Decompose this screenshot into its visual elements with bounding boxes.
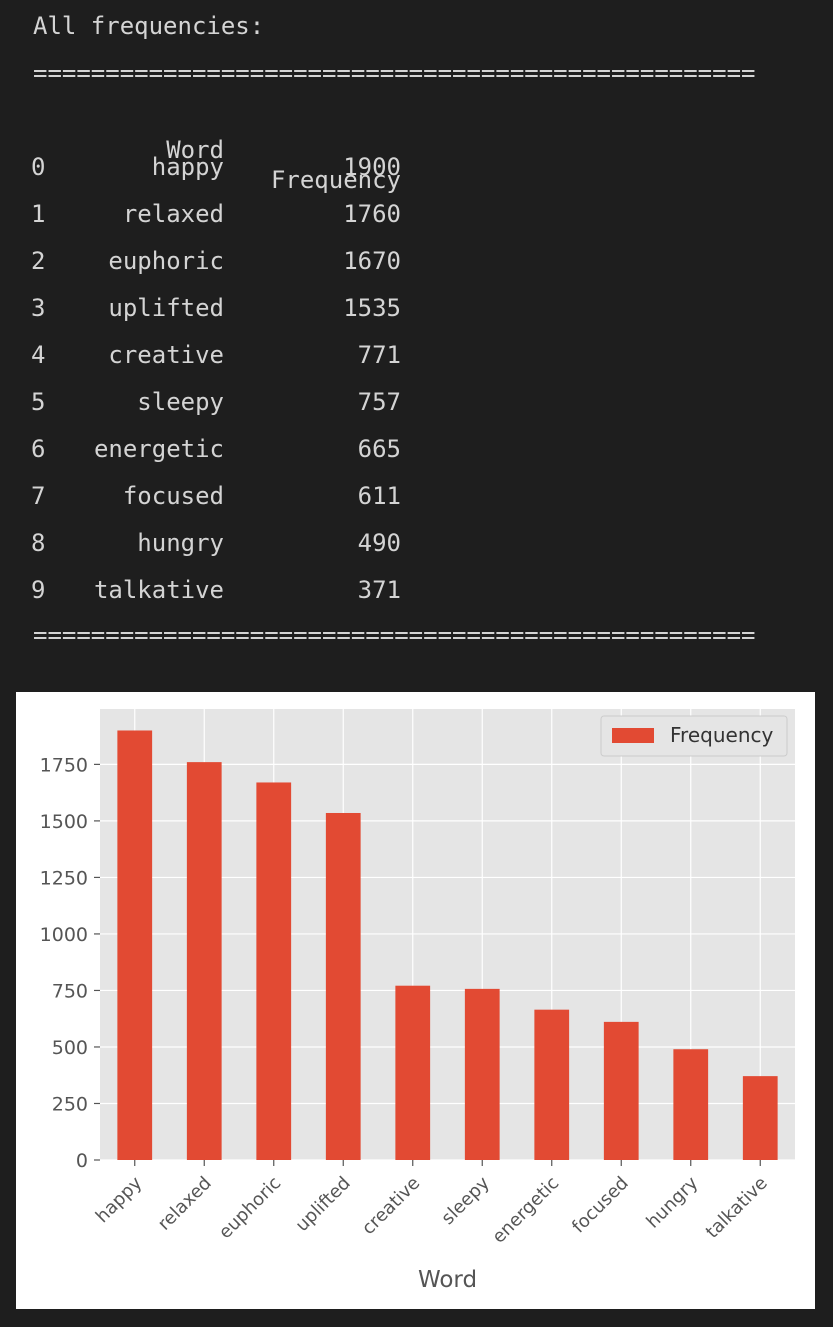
row-word: happy bbox=[151, 153, 224, 181]
y-tick-label: 500 bbox=[52, 1037, 88, 1059]
y-tick-label: 750 bbox=[52, 980, 88, 1002]
row-frequency: 1760 bbox=[343, 200, 401, 228]
row-frequency: 490 bbox=[357, 529, 401, 557]
table-row: 9 talkative 371 bbox=[0, 575, 833, 605]
bar-talkative bbox=[742, 1076, 778, 1160]
y-tick-label: 1500 bbox=[40, 811, 88, 833]
row-word: uplifted bbox=[108, 294, 224, 322]
chart-svg: 0 250 500 750 1000 1250 1500 1750 happy relaxed eu… bbox=[40, 709, 795, 1293]
row-index: 3 bbox=[31, 294, 46, 322]
row-index: 5 bbox=[31, 388, 46, 416]
table-row: 8 hungry 490 bbox=[0, 528, 833, 558]
row-word: sleepy bbox=[137, 388, 224, 416]
table-row: 7 focused 611 bbox=[0, 481, 833, 511]
row-frequency: 771 bbox=[357, 341, 401, 369]
x-tick-label: hungry bbox=[642, 1172, 702, 1232]
row-word: creative bbox=[108, 341, 224, 369]
x-tick-label: happy bbox=[92, 1172, 147, 1227]
table-header: Word Frequency bbox=[0, 105, 833, 194]
table-row: 5 sleepy 757 bbox=[0, 387, 833, 417]
row-word: energetic bbox=[93, 435, 224, 463]
x-tick-label: sleepy bbox=[437, 1172, 494, 1229]
x-tick-label: focused bbox=[568, 1173, 633, 1238]
row-word: focused bbox=[122, 482, 224, 510]
bar-focused bbox=[603, 1021, 639, 1160]
table-row: 6 energetic 665 bbox=[0, 434, 833, 464]
table-row: 2 euphoric 1670 bbox=[0, 246, 833, 276]
row-word: relaxed bbox=[122, 200, 224, 228]
column-header-frequency: Frequency bbox=[270, 166, 401, 194]
x-tick-label: uplifted bbox=[292, 1173, 355, 1236]
row-index: 4 bbox=[31, 341, 46, 369]
column-header-word: Word bbox=[166, 136, 224, 164]
row-index: 0 bbox=[31, 153, 46, 181]
row-frequency: 665 bbox=[357, 435, 401, 463]
row-word: hungry bbox=[137, 529, 224, 557]
table-row: 0 happy 1900 bbox=[0, 152, 833, 182]
table-row: 3 uplifted 1535 bbox=[0, 293, 833, 323]
y-tick-label: 1000 bbox=[40, 924, 88, 946]
row-word: euphoric bbox=[108, 247, 224, 275]
row-frequency: 1670 bbox=[343, 247, 401, 275]
x-axis-label: Word bbox=[418, 1267, 477, 1293]
x-tick-label: creative bbox=[358, 1173, 424, 1239]
row-frequency: 1900 bbox=[343, 153, 401, 181]
x-tick-label: relaxed bbox=[154, 1173, 216, 1235]
y-tick-label: 1250 bbox=[40, 867, 88, 889]
row-index: 9 bbox=[31, 576, 46, 604]
console-heading: All frequencies: bbox=[33, 12, 265, 40]
bar-euphoric bbox=[256, 782, 292, 1160]
row-index: 8 bbox=[31, 529, 46, 557]
row-index: 1 bbox=[31, 200, 46, 228]
bar-chart: 0 250 500 750 1000 1250 1500 1750 happy relaxed eu… bbox=[16, 692, 815, 1309]
row-index: 7 bbox=[31, 482, 46, 510]
row-frequency: 611 bbox=[357, 482, 401, 510]
bar-sleepy bbox=[464, 988, 500, 1160]
y-tick-label: 250 bbox=[52, 1093, 88, 1115]
y-tick-label: 0 bbox=[76, 1150, 88, 1172]
bar-relaxed bbox=[186, 762, 222, 1160]
row-index: 2 bbox=[31, 247, 46, 275]
y-tick-label: 1750 bbox=[40, 754, 88, 776]
x-tick-label: talkative bbox=[702, 1173, 772, 1243]
row-frequency: 757 bbox=[357, 388, 401, 416]
bar-hungry bbox=[673, 1049, 709, 1160]
legend-box bbox=[600, 715, 788, 757]
legend-label: Frequency bbox=[670, 723, 773, 747]
separator-top: ========================================… bbox=[33, 59, 756, 87]
console-output: All frequencies: =======================… bbox=[0, 12, 833, 649]
x-tick-label: energetic bbox=[488, 1173, 563, 1248]
table-row: 4 creative 771 bbox=[0, 340, 833, 370]
bar-energetic bbox=[534, 1009, 570, 1160]
row-frequency: 371 bbox=[357, 576, 401, 604]
separator-bottom: ========================================… bbox=[33, 621, 756, 649]
table-row: 1 relaxed 1760 bbox=[0, 199, 833, 229]
row-index: 6 bbox=[31, 435, 46, 463]
bar-uplifted bbox=[325, 812, 361, 1160]
x-tick-label: euphoric bbox=[215, 1173, 285, 1243]
row-word: talkative bbox=[93, 576, 224, 604]
legend-swatch bbox=[612, 728, 654, 743]
bar-happy bbox=[117, 730, 153, 1160]
row-frequency: 1535 bbox=[343, 294, 401, 322]
bar-creative bbox=[395, 985, 431, 1160]
